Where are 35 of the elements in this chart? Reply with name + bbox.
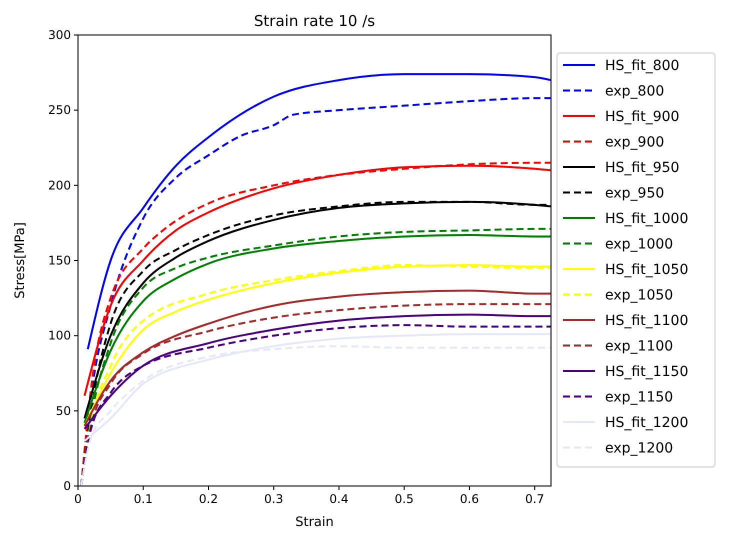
legend-label: HS_fit_1200 <box>605 415 688 431</box>
legend-label: HS_fit_1150 <box>605 364 688 380</box>
x-tick-label: 0.6 <box>460 492 479 506</box>
legend-label: HS_fit_950 <box>605 160 680 176</box>
x-tick-label: 0.1 <box>134 492 153 506</box>
legend-label: exp_950 <box>605 186 664 202</box>
x-tick-label: 0.5 <box>394 492 414 506</box>
y-tick-label: 250 <box>48 103 71 118</box>
legend-label: HS_fit_1050 <box>605 262 688 278</box>
legend-label: exp_1000 <box>605 236 674 252</box>
legend-label: exp_900 <box>605 134 664 150</box>
y-axis-title: Stress[MPa] <box>13 222 28 299</box>
y-tick-label: 200 <box>48 178 71 192</box>
y-tick-label: 100 <box>48 328 71 343</box>
x-tick-label: 0.3 <box>264 492 284 506</box>
legend-label: HS_fit_1100 <box>605 313 688 329</box>
y-tick-label: 0 <box>63 479 71 493</box>
y-tick-label: 50 <box>56 404 71 418</box>
legend-label: exp_1100 <box>605 338 674 354</box>
legend-label: exp_1150 <box>605 390 674 406</box>
legend-label: HS_fit_800 <box>605 58 680 74</box>
y-tick-label: 150 <box>48 254 71 268</box>
legend-label: exp_1200 <box>605 440 674 456</box>
x-tick-label: 0.2 <box>198 492 218 506</box>
legend-label: HS_fit_900 <box>605 109 680 125</box>
line-series <box>86 73 551 350</box>
x-tick-label: 0 <box>74 492 82 506</box>
chart-title: Strain rate 10 /s <box>254 12 376 30</box>
x-tick-label: 0.4 <box>329 492 349 506</box>
legend-label: HS_fit_1000 <box>605 211 688 227</box>
x-axis-title: Strain <box>295 515 334 530</box>
legend-label: exp_800 <box>605 84 664 100</box>
legend-label: exp_1050 <box>605 288 674 304</box>
x-tick-label: 0.7 <box>525 492 544 506</box>
y-tick-label: 300 <box>48 28 71 42</box>
